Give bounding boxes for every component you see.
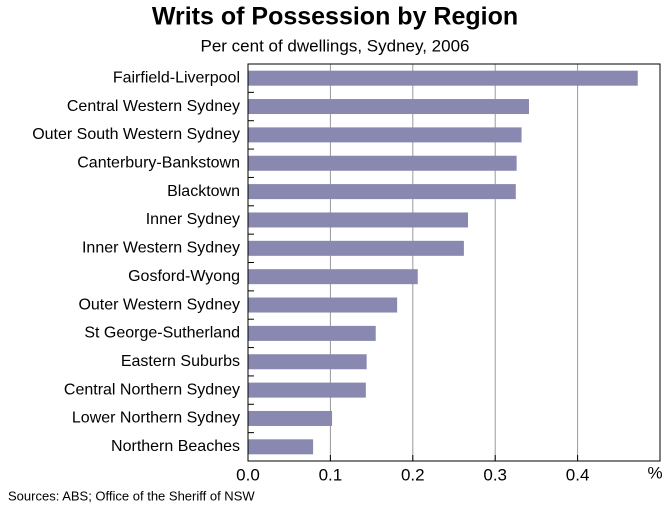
- y-tick-label: Inner Sydney: [146, 211, 240, 228]
- bar: [248, 410, 333, 426]
- bar: [248, 212, 469, 228]
- source-note: Sources: ABS; Office of the Sheriff of N…: [8, 488, 255, 503]
- x-tick-label: 0.3: [483, 465, 507, 484]
- x-tick-label: 0.4: [566, 465, 590, 484]
- bar: [248, 325, 376, 341]
- x-tick-label: 0.1: [319, 465, 343, 484]
- bar: [248, 439, 314, 455]
- y-tick-label: Lower Northern Sydney: [72, 410, 240, 427]
- bar: [248, 354, 367, 370]
- y-tick-label: Gosford-Wyong: [128, 268, 240, 285]
- y-tick-label: Eastern Suburbs: [121, 353, 240, 370]
- x-tick-label: 0.2: [401, 465, 425, 484]
- bar: [248, 99, 529, 115]
- bar: [248, 184, 516, 200]
- bar: [248, 297, 398, 313]
- y-tick-label: Northern Beaches: [111, 438, 240, 455]
- chart-title: Writs of Possession by Region: [152, 3, 518, 31]
- bar: [248, 70, 638, 86]
- x-tick-label: 0.0: [236, 465, 260, 484]
- y-tick-label: Blacktown: [167, 183, 240, 200]
- bar: [248, 155, 517, 171]
- y-tick-label: Canterbury-Bankstown: [77, 154, 240, 171]
- x-unit: %: [647, 463, 662, 482]
- y-tick-label: St George-Sutherland: [84, 325, 240, 342]
- y-tick-label: Fairfield-Liverpool: [113, 69, 240, 86]
- bar: [248, 382, 366, 398]
- chart-subtitle: Per cent of dwellings, Sydney, 2006: [200, 36, 469, 55]
- y-tick-label: Outer Western Sydney: [78, 296, 240, 313]
- bar: [248, 269, 418, 285]
- y-tick-label: Inner Western Sydney: [82, 240, 240, 257]
- y-tick-label: Outer South Western Sydney: [32, 126, 240, 143]
- bar: [248, 240, 464, 256]
- plot-frame: [247, 63, 661, 462]
- y-tick-label: Central Northern Sydney: [64, 381, 240, 398]
- bar: [248, 127, 522, 143]
- y-tick-label: Central Western Sydney: [67, 98, 240, 115]
